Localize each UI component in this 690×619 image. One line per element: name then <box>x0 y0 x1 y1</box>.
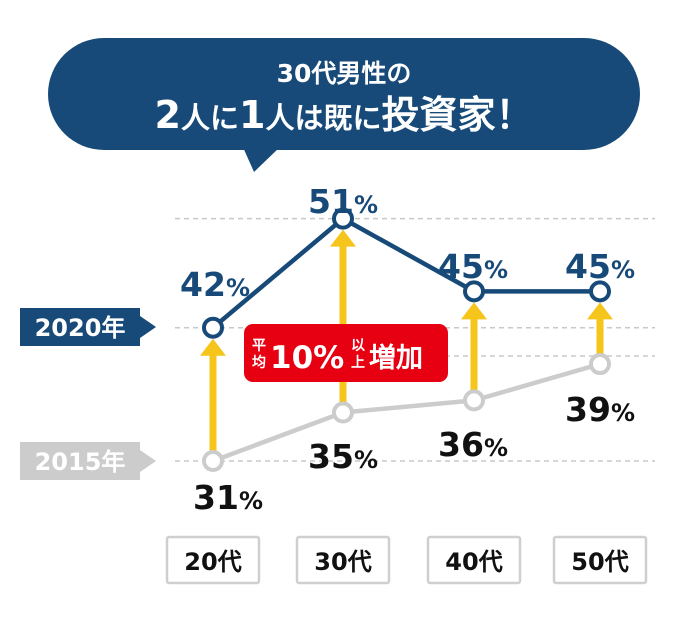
series-2015-data-label: 35% <box>308 437 378 476</box>
category-label: 50代 <box>571 548 628 576</box>
legend-2015-label: 2015年 <box>35 448 126 476</box>
series-2015-data-label-unit: % <box>354 446 378 474</box>
series-2015-data-label: 31% <box>193 478 263 517</box>
legend-2015-box <box>20 442 140 480</box>
bubble-line2-segment: 人は既に <box>265 101 381 135</box>
bubble-line2-segment: 2 <box>155 93 181 137</box>
increase-arrow <box>587 302 613 356</box>
series-2015-line <box>212 361 601 464</box>
increase-arrow <box>200 338 226 452</box>
series-2015-point <box>202 450 224 472</box>
badge-small-top: 平 <box>252 338 266 354</box>
speech-bubble: 30代男性の 2人に1人は既に投資家！ <box>48 38 640 172</box>
category-box <box>426 535 522 585</box>
series-2020-data-label: 45% <box>565 247 635 286</box>
series-2015-data-label-unit: % <box>239 487 263 515</box>
series-2015-point <box>463 389 485 412</box>
badge-main: 10% <box>270 340 344 376</box>
badge-box <box>244 324 448 382</box>
category-label: 20代 <box>184 548 241 576</box>
bubble-line2-segment: 1 <box>239 93 265 137</box>
series-2020-point <box>589 280 611 303</box>
series-2020-data-label-value: 42 <box>180 265 226 304</box>
legend-2020-pointer <box>140 316 156 338</box>
series-2020-point <box>332 207 354 230</box>
series-2015-data-label-value: 31 <box>193 478 239 517</box>
series-2020-line <box>211 216 600 330</box>
increase-arrows <box>200 229 613 452</box>
category-axis: 20代 30代 40代 50代 <box>165 535 648 585</box>
legend-2015-pointer <box>140 450 156 472</box>
legend: 2020年 2015年 <box>20 308 156 480</box>
series-2020-data-label-unit: % <box>611 256 635 284</box>
bubble-tail <box>242 145 282 172</box>
bubble-body <box>48 38 640 150</box>
bubble-line1: 30代男性の <box>277 59 412 88</box>
series-layer: 31%35% 36%39%42%51%45% 45% <box>180 182 635 517</box>
bubble-line2-segment: ！ <box>495 93 533 137</box>
series-2020-point <box>463 280 485 303</box>
legend-2020-label: 2020年 <box>35 314 126 342</box>
series-2020-data-label-unit: % <box>226 274 250 302</box>
bubble-line2-segment: 投資家 <box>381 93 495 137</box>
bubble-line2-segment: 人に <box>181 101 239 135</box>
series-2015-data-label-unit: % <box>484 434 508 462</box>
series-2015-data-label-value: 35 <box>308 437 354 476</box>
series-2020-data-label-unit: % <box>484 256 508 284</box>
series-2015-data-label-unit: % <box>611 399 635 427</box>
category-label: 40代 <box>445 548 502 576</box>
series-2020-data-label-value: 45 <box>438 247 484 286</box>
series-2020-data-label-value: 45 <box>565 247 611 286</box>
series-2015-data-label-value: 39 <box>565 390 611 429</box>
series-2020-data-label: 42% <box>180 265 250 304</box>
series-2015-data-label: 36% <box>438 425 508 464</box>
series-2015-data-label-value: 36 <box>438 425 484 464</box>
series-2020-data-label: 51% <box>308 182 378 221</box>
badge-small2-bottom: 上 <box>351 355 365 371</box>
increase-arrow <box>461 302 487 392</box>
category-box <box>295 535 391 585</box>
category-box <box>165 535 261 585</box>
increase-arrow <box>330 229 356 404</box>
category-label: 30代 <box>314 548 371 576</box>
series-2020-data-label: 45% <box>438 247 508 286</box>
series-2015-data-label: 39% <box>565 390 635 429</box>
average-increase-badge: 平 均 10% 以 上 増加 <box>244 324 448 382</box>
bubble-line2: 2人に1人は既に投資家！ <box>155 93 534 137</box>
badge-tail: 増加 <box>369 342 423 374</box>
series-2020-point <box>202 316 224 339</box>
badge-small-bottom: 均 <box>252 354 266 371</box>
series-2020-data-label-unit: % <box>354 191 378 219</box>
series-2020-data-label-value: 51 <box>308 182 354 221</box>
badge-small2-top: 以 <box>351 338 365 354</box>
series-2015-point <box>332 401 354 424</box>
legend-2020-box <box>20 308 140 346</box>
series-2015-point <box>589 353 611 376</box>
category-box <box>552 535 648 585</box>
